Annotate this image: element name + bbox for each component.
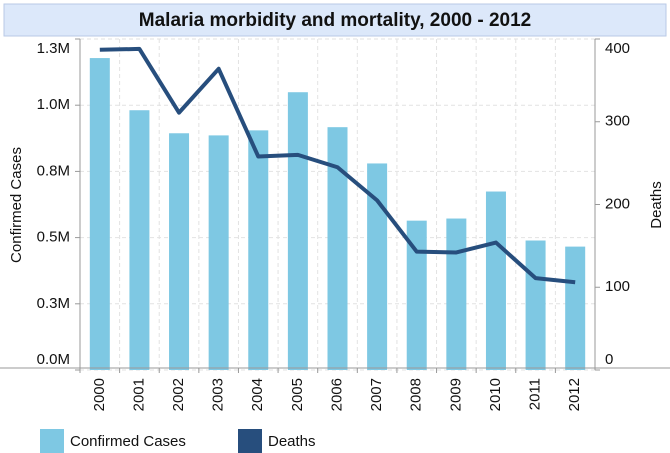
y2-tick-label: 400 [605, 40, 630, 57]
x-tick-label: 2002 [170, 378, 187, 411]
x-tick-label: 2003 [210, 378, 227, 411]
y-tick-label: 1.0M [37, 96, 70, 113]
x-tick-label: 2008 [408, 378, 425, 411]
bar [367, 163, 388, 370]
y-tick-label: 1.3M [37, 40, 70, 57]
y2-tick-label: 100 [605, 278, 630, 295]
x-tick-label: 2001 [130, 378, 147, 411]
title-bar [3, 3, 667, 37]
bar [208, 135, 229, 370]
x-tick-label: 2000 [91, 378, 108, 411]
x-tick-label: 2010 [487, 378, 504, 411]
y-tick-label: 0.8M [37, 162, 70, 179]
chart-title: Malaria morbidity and mortality, 2000 - … [139, 10, 531, 31]
x-tick-label: 2006 [328, 378, 345, 411]
legend-swatch [238, 429, 262, 453]
line [99, 46, 576, 285]
x-tick-label: 2011 [527, 378, 544, 410]
y2-tick-label: 0 [605, 351, 613, 368]
y2-tick-label: 200 [605, 195, 630, 212]
bar [169, 133, 190, 370]
x-tick-label: 2004 [249, 378, 266, 411]
legend-label: Deaths [268, 433, 316, 450]
x-tick-label: 2009 [447, 378, 464, 411]
y2-tick-label: 300 [605, 113, 630, 130]
bar [406, 220, 427, 370]
bar [446, 218, 467, 370]
legend-label: Confirmed Cases [70, 433, 186, 450]
x-tick-label: 2007 [368, 378, 385, 411]
x-tick-label: 2012 [566, 378, 583, 411]
bar [485, 191, 506, 370]
y-tick-label: 0.5M [37, 229, 70, 246]
bar [129, 110, 150, 370]
y-tick-label: 0.0M [37, 351, 70, 368]
y-tick-label: 0.3M [37, 295, 70, 312]
bar [287, 92, 308, 371]
x-tick-label: 2005 [289, 378, 306, 411]
bar [89, 58, 110, 370]
bar [565, 246, 586, 370]
y2-axis-label: Deaths [648, 181, 665, 229]
bar [525, 240, 546, 370]
legend-swatch [40, 429, 64, 453]
y-axis-label: Confirmed Cases [8, 147, 25, 263]
bar [327, 127, 348, 370]
bar [248, 130, 269, 370]
